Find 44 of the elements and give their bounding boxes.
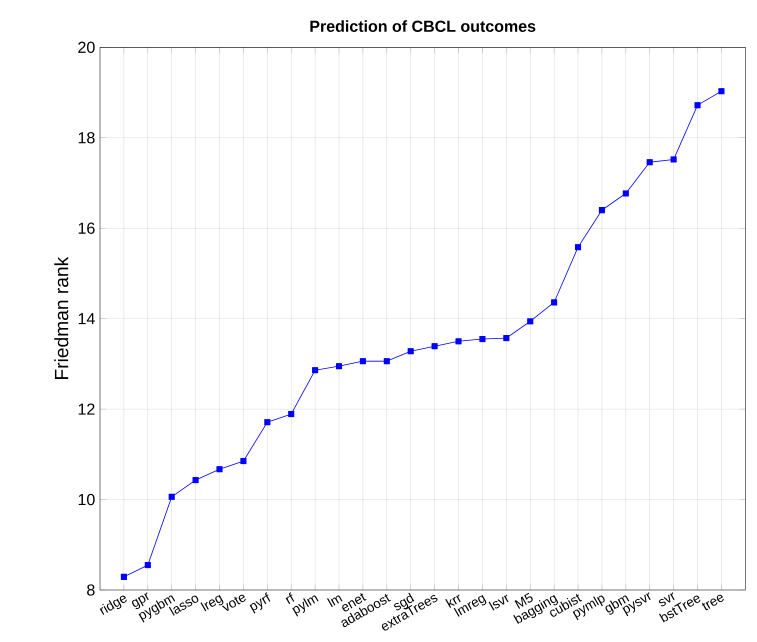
x-tick-label: tree [702,594,724,610]
chart-title: Prediction of CBCL outcomes [310,20,536,32]
y-axis-title: Friedman rank [54,256,68,379]
x-tick-label: pyrf [250,592,270,614]
point [144,562,151,568]
point [455,338,462,344]
y-tick-label: 20 [78,42,95,53]
point [646,159,653,166]
point [384,358,390,364]
x-tick-label: rf [286,592,294,604]
y-tick-label: 18 [78,132,95,144]
point [432,343,438,350]
point [718,88,724,94]
y-tick-label: 10 [78,494,95,506]
point [670,156,677,163]
point [240,458,246,464]
x-tick-label: lsvr [488,594,509,610]
point [336,363,342,370]
x-tick-label: lreg [200,594,224,612]
point [694,102,701,108]
point [598,207,605,214]
y-tick-label: 16 [78,222,95,234]
point [120,574,127,580]
point [527,318,534,324]
point [168,494,175,500]
point [192,477,199,484]
x-tick-label: pylm [292,595,319,617]
point [408,348,414,354]
point [216,466,223,472]
x-tick-label: vote [222,594,246,611]
point [479,336,486,342]
point [551,299,558,306]
point [503,335,510,342]
y-tick-label: 14 [78,313,95,324]
point [574,244,582,250]
point [360,358,366,364]
point [288,411,294,418]
x-tick-label: lm [327,595,342,608]
y-tick-label: 8 [87,584,95,596]
x-tick-label: ridge [100,596,127,615]
point [312,367,318,374]
point [264,419,270,426]
point [622,190,629,196]
y-tick-label: 12 [78,404,94,415]
